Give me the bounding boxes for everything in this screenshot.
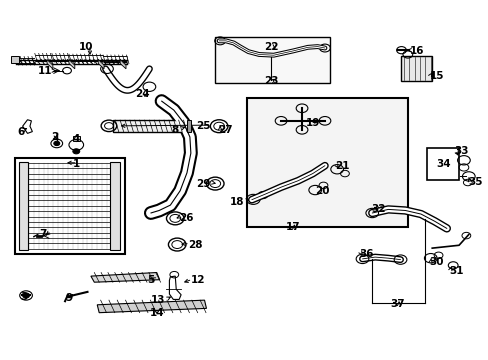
Text: 12: 12 <box>190 275 205 285</box>
Text: 3: 3 <box>20 292 28 302</box>
Text: 16: 16 <box>409 46 424 56</box>
Text: 35: 35 <box>468 177 482 187</box>
Text: 25: 25 <box>196 121 210 131</box>
Text: 8: 8 <box>171 125 178 135</box>
Text: 15: 15 <box>429 71 444 81</box>
Bar <box>246 98 407 226</box>
Text: 34: 34 <box>435 159 450 169</box>
Text: 13: 13 <box>151 295 165 305</box>
Text: 30: 30 <box>429 257 444 267</box>
Bar <box>186 120 190 132</box>
Bar <box>215 37 329 83</box>
Polygon shape <box>120 59 126 69</box>
Bar <box>113 120 188 132</box>
Text: 5: 5 <box>147 275 154 285</box>
Bar <box>73 136 80 141</box>
Text: 19: 19 <box>305 118 319 128</box>
Text: 1: 1 <box>73 159 80 169</box>
Text: 29: 29 <box>196 179 210 189</box>
Text: 28: 28 <box>188 239 203 249</box>
Text: 17: 17 <box>285 222 300 231</box>
Text: 33: 33 <box>453 146 468 156</box>
Text: 31: 31 <box>448 266 463 276</box>
Polygon shape <box>47 59 53 69</box>
Circle shape <box>73 149 80 154</box>
Text: 6: 6 <box>18 127 25 136</box>
Text: 7: 7 <box>40 229 47 239</box>
Bar <box>19 162 28 250</box>
Polygon shape <box>98 59 104 69</box>
Polygon shape <box>91 273 159 282</box>
Text: 24: 24 <box>135 89 149 99</box>
Bar <box>400 55 431 81</box>
Text: 27: 27 <box>217 125 232 135</box>
Text: 18: 18 <box>229 197 244 207</box>
Text: 21: 21 <box>334 161 348 171</box>
Text: 14: 14 <box>149 308 163 318</box>
Polygon shape <box>97 300 206 313</box>
Text: 32: 32 <box>370 204 385 214</box>
Text: 20: 20 <box>315 186 329 196</box>
Polygon shape <box>69 59 75 69</box>
Text: 11: 11 <box>37 66 52 76</box>
Text: 26: 26 <box>178 213 193 222</box>
Text: 23: 23 <box>264 76 278 86</box>
Bar <box>15 158 125 253</box>
Text: 9: 9 <box>65 293 72 303</box>
Text: 10: 10 <box>79 42 93 52</box>
Circle shape <box>22 293 29 298</box>
Text: 4: 4 <box>72 134 80 144</box>
Text: 36: 36 <box>358 248 373 258</box>
Bar <box>427 148 458 180</box>
Text: 2: 2 <box>51 132 58 142</box>
Text: 22: 22 <box>264 42 278 52</box>
Bar <box>11 56 19 63</box>
Text: 37: 37 <box>390 299 405 309</box>
Bar <box>110 162 120 250</box>
Circle shape <box>54 141 60 145</box>
